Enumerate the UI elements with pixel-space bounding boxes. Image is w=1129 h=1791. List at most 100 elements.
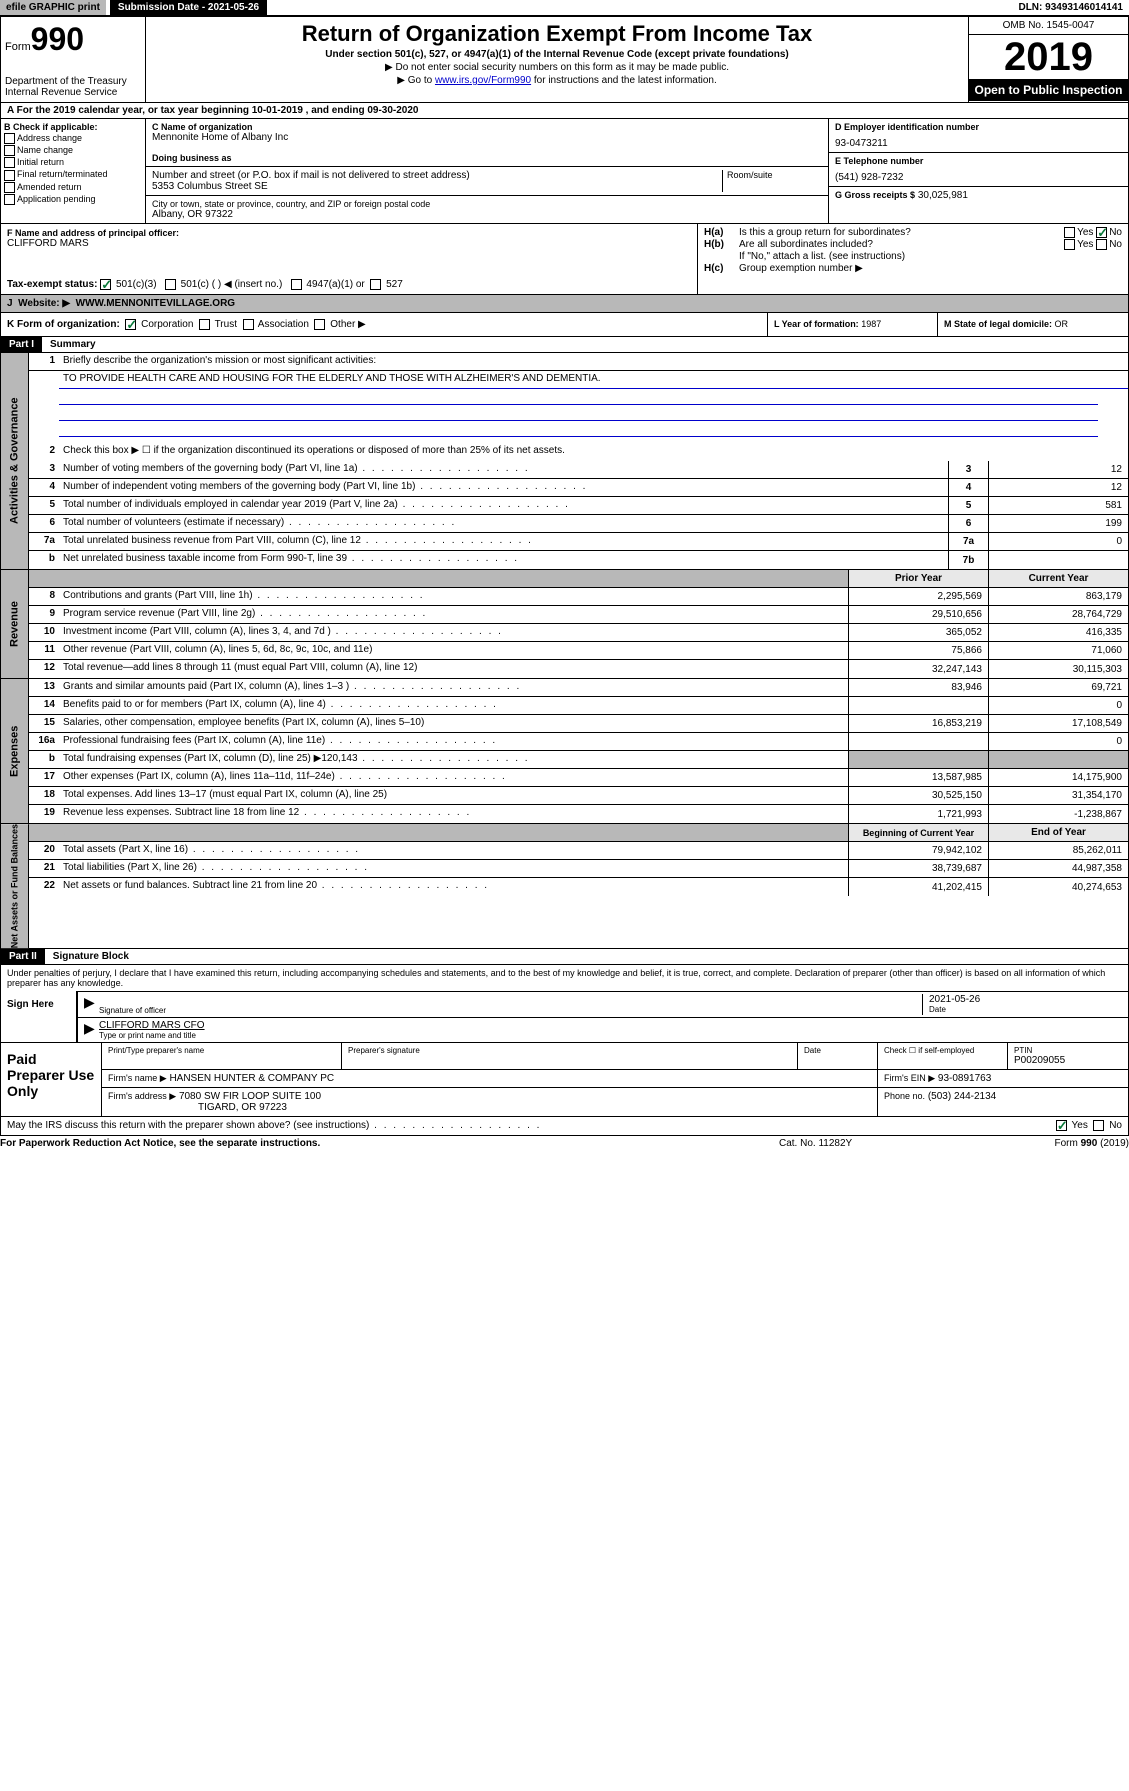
- website-label: Website: ▶: [18, 298, 70, 309]
- tax-year-period: A For the 2019 calendar year, or tax yea…: [0, 103, 1129, 119]
- discuss-yes[interactable]: [1056, 1120, 1067, 1131]
- table-row: 14Benefits paid to or for members (Part …: [29, 697, 1128, 715]
- check-527[interactable]: [370, 279, 381, 290]
- part2-label: Part II: [1, 949, 45, 964]
- summary-governance: Activities & Governance 1Briefly describ…: [0, 353, 1129, 570]
- check-amended[interactable]: Amended return: [4, 182, 142, 193]
- part1-title: Summary: [42, 337, 104, 352]
- col-begin: Beginning of Current Year: [848, 824, 988, 841]
- check-association[interactable]: [243, 319, 254, 330]
- summary-net-assets: Net Assets or Fund Balances Beginning of…: [0, 824, 1129, 949]
- prep-date-label: Date: [804, 1046, 871, 1055]
- open-public: Open to Public Inspection: [969, 79, 1128, 101]
- check-final-return[interactable]: Final return/terminated: [4, 169, 142, 180]
- part1-header: Part I Summary: [0, 337, 1129, 353]
- section-b-row: B Check if applicable: Address change Na…: [0, 119, 1129, 224]
- mission-line: [59, 423, 1098, 437]
- check-initial-return[interactable]: Initial return: [4, 157, 142, 168]
- check-name-change[interactable]: Name change: [4, 145, 142, 156]
- prep-sig-label: Preparer's signature: [348, 1046, 791, 1055]
- check-application-pending[interactable]: Application pending: [4, 194, 142, 205]
- prep-phone-label: Phone no.: [884, 1091, 925, 1101]
- q1: Briefly describe the organization's miss…: [59, 353, 1128, 370]
- ha-no[interactable]: [1096, 227, 1107, 238]
- note2-post: for instructions and the latest informat…: [531, 75, 717, 86]
- part2-header: Part II Signature Block: [0, 949, 1129, 965]
- firm-addr1: 7080 SW FIR LOOP SUITE 100: [179, 1091, 321, 1102]
- hb-no[interactable]: [1096, 239, 1107, 250]
- gross-receipts-value: 30,025,981: [918, 190, 968, 201]
- col-end: End of Year: [988, 824, 1128, 841]
- irs-link[interactable]: www.irs.gov/Form990: [435, 75, 531, 86]
- mission-text: TO PROVIDE HEALTH CARE AND HOUSING FOR T…: [59, 371, 1128, 389]
- discuss-text: May the IRS discuss this return with the…: [7, 1120, 1056, 1131]
- table-row: bTotal fundraising expenses (Part IX, co…: [29, 751, 1128, 769]
- street-address: 5353 Columbus Street SE: [152, 181, 722, 192]
- prep-phone: (503) 244-2134: [928, 1091, 996, 1102]
- col-prior: Prior Year: [848, 570, 988, 587]
- dba-label: Doing business as: [152, 153, 822, 163]
- efile-link[interactable]: efile GRAPHIC print: [0, 0, 106, 15]
- arrow-icon: ▶: [84, 1020, 99, 1040]
- side-label-governance: Activities & Governance: [1, 353, 29, 569]
- gross-receipts-label: G Gross receipts $: [835, 190, 915, 200]
- h-b-text: Are all subordinates included?: [739, 239, 1064, 250]
- section-b: B Check if applicable: Address change Na…: [1, 119, 146, 223]
- check-corporation[interactable]: [125, 319, 136, 330]
- mission-line: [59, 407, 1098, 421]
- dln: DLN: 93493146014141: [1012, 0, 1129, 15]
- check-501c[interactable]: [165, 279, 176, 290]
- section-h: H(a)Is this a group return for subordina…: [698, 224, 1128, 294]
- table-row: 12Total revenue—add lines 8 through 11 (…: [29, 660, 1128, 678]
- ein-label: D Employer identification number: [835, 122, 1122, 132]
- discuss-no[interactable]: [1093, 1120, 1104, 1131]
- table-row: 3Number of voting members of the governi…: [29, 461, 1128, 479]
- city-state-zip: Albany, OR 97322: [152, 209, 822, 220]
- firm-addr-label: Firm's address ▶: [108, 1091, 176, 1101]
- side-label-revenue: Revenue: [1, 570, 29, 678]
- summary-expenses: Expenses 13Grants and similar amounts pa…: [0, 679, 1129, 824]
- ein-value: 93-0473211: [835, 138, 1122, 149]
- firm-name: HANSEN HUNTER & COMPANY PC: [169, 1073, 334, 1084]
- note-ssn: ▶ Do not enter social security numbers o…: [150, 62, 964, 73]
- h-b-note: If "No," attach a list. (see instruction…: [739, 251, 1122, 262]
- self-employed-check[interactable]: Check ☐ if self-employed: [878, 1043, 1008, 1069]
- form-header: Form990 Department of the Treasury Inter…: [0, 16, 1129, 103]
- table-row: 20Total assets (Part X, line 16)79,942,1…: [29, 842, 1128, 860]
- check-4947[interactable]: [291, 279, 302, 290]
- check-501c3[interactable]: [100, 279, 111, 290]
- date-label: Date: [929, 1005, 1122, 1014]
- firm-ein: 93-0891763: [938, 1073, 991, 1084]
- table-row: 13Grants and similar amounts paid (Part …: [29, 679, 1128, 697]
- officer-label: F Name and address of principal officer:: [7, 228, 691, 238]
- table-row: 18Total expenses. Add lines 13–17 (must …: [29, 787, 1128, 805]
- footer-right: Form 990 (2019): [979, 1138, 1129, 1149]
- table-row: 21Total liabilities (Part X, line 26)38,…: [29, 860, 1128, 878]
- submission-date: Submission Date - 2021-05-26: [110, 0, 267, 15]
- table-row: 10Investment income (Part VIII, column (…: [29, 624, 1128, 642]
- ha-yes[interactable]: [1064, 227, 1075, 238]
- check-other[interactable]: [314, 319, 325, 330]
- table-row: 11Other revenue (Part VIII, column (A), …: [29, 642, 1128, 660]
- footer: For Paperwork Reduction Act Notice, see …: [0, 1136, 1129, 1151]
- discuss-row: May the IRS discuss this return with the…: [0, 1117, 1129, 1135]
- check-address-change[interactable]: Address change: [4, 133, 142, 144]
- section-j: J Website: ▶ WWW.MENNONITEVILLAGE.ORG: [0, 295, 1129, 313]
- hb-yes[interactable]: [1064, 239, 1075, 250]
- paid-preparer: Paid Preparer Use Only Print/Type prepar…: [0, 1043, 1129, 1117]
- sign-here-label: Sign Here: [1, 991, 76, 1042]
- check-trust[interactable]: [199, 319, 210, 330]
- perjury-text: Under penalties of perjury, I declare th…: [1, 965, 1128, 991]
- note-link: ▶ Go to www.irs.gov/Form990 for instruct…: [150, 75, 964, 86]
- city-label: City or town, state or province, country…: [152, 199, 822, 209]
- side-label-expenses: Expenses: [1, 679, 29, 823]
- form-number: 990: [31, 21, 84, 57]
- org-name-label: C Name of organization: [152, 122, 822, 132]
- part1-label: Part I: [1, 337, 42, 352]
- table-row: 17Other expenses (Part IX, column (A), l…: [29, 769, 1128, 787]
- table-row: bNet unrelated business taxable income f…: [29, 551, 1128, 569]
- signature-block: Under penalties of perjury, I declare th…: [0, 965, 1129, 1043]
- form-subtitle: Under section 501(c), 527, or 4947(a)(1)…: [150, 49, 964, 60]
- form-title: Return of Organization Exempt From Incom…: [150, 21, 964, 47]
- section-klm: K Form of organization: Corporation Trus…: [0, 313, 1129, 337]
